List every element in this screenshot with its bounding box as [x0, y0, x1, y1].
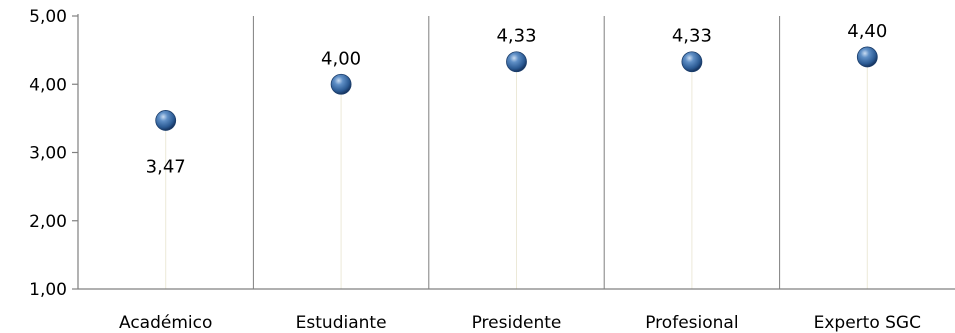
- data-label: 4,33: [496, 26, 536, 47]
- data-points: [155, 46, 878, 131]
- data-point: [330, 73, 352, 95]
- data-label: 4,00: [321, 48, 361, 69]
- x-category-label: Académico: [119, 313, 212, 333]
- data-label: 4,40: [847, 21, 887, 42]
- grid: [165, 16, 868, 289]
- y-tick-label: 4,00: [29, 75, 67, 95]
- y-tick-label: 5,00: [29, 7, 67, 27]
- x-category-label: Experto SGC: [814, 313, 921, 333]
- data-point: [681, 51, 703, 73]
- x-category-labels: Académico Estudiante Presidente Profesional…: [119, 313, 921, 333]
- data-point: [155, 110, 177, 131]
- data-label: 4,33: [672, 26, 712, 47]
- y-tick-label: 2,00: [29, 212, 67, 232]
- x-category-label: Estudiante: [296, 313, 387, 333]
- y-tick-labels: 1,00 2,00 3,00 4,00 5,00: [29, 7, 67, 300]
- data-point: [856, 46, 878, 68]
- y-tick-label: 3,00: [29, 144, 67, 164]
- data-label: 3,47: [146, 156, 186, 177]
- x-category-label: Presidente: [472, 313, 562, 333]
- data-point: [506, 51, 527, 73]
- axes: [72, 14, 955, 290]
- y-tick-label: 1,00: [29, 280, 67, 300]
- x-category-label: Profesional: [645, 313, 738, 333]
- data-labels: 3,47 4,00 4,33 4,33 4,40: [146, 21, 888, 177]
